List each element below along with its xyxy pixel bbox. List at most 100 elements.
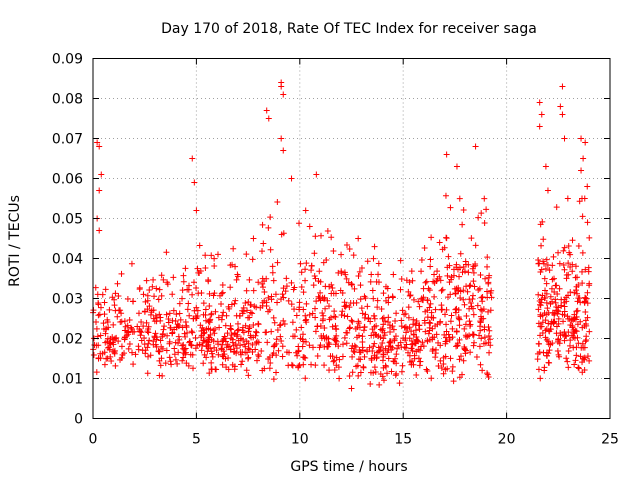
- data-point: [153, 314, 160, 321]
- data-point: [112, 290, 119, 297]
- data-point: [457, 353, 464, 360]
- data-point: [370, 369, 377, 376]
- data-point: [331, 313, 338, 320]
- data-point: [101, 349, 108, 356]
- data-point: [387, 324, 394, 331]
- data-point: [146, 287, 153, 294]
- data-point: [554, 348, 561, 355]
- data-point: [296, 220, 303, 227]
- data-point: [200, 360, 207, 367]
- data-point: [333, 338, 340, 345]
- data-point: [565, 364, 572, 371]
- data-point: [555, 320, 562, 327]
- data-point: [431, 334, 438, 341]
- data-point: [536, 349, 543, 356]
- data-point: [561, 266, 568, 273]
- data-point: [175, 323, 182, 330]
- data-point: [408, 268, 415, 275]
- data-point: [282, 288, 289, 295]
- data-point: [563, 333, 570, 340]
- data-point: [349, 281, 356, 288]
- data-point: [210, 338, 217, 345]
- data-point: [452, 290, 459, 297]
- data-point: [468, 303, 475, 310]
- data-point: [250, 334, 257, 341]
- data-point: [486, 272, 493, 279]
- data-point: [388, 368, 395, 375]
- data-point: [545, 338, 552, 345]
- data-point: [566, 249, 573, 256]
- data-point: [279, 343, 286, 350]
- data-point: [426, 287, 433, 294]
- data-point: [299, 331, 306, 338]
- data-point: [278, 135, 285, 142]
- data-point: [443, 338, 450, 345]
- data-point: [444, 365, 451, 372]
- data-point: [112, 335, 119, 342]
- data-point: [534, 356, 541, 363]
- data-point: [118, 310, 125, 317]
- data-point: [584, 183, 591, 190]
- data-point: [361, 293, 368, 300]
- data-point: [380, 321, 387, 328]
- data-point: [540, 258, 547, 265]
- data-point: [140, 323, 147, 330]
- data-point: [93, 325, 100, 332]
- data-point: [473, 353, 480, 360]
- data-point: [234, 331, 241, 338]
- data-point: [380, 290, 387, 297]
- data-point: [212, 326, 219, 333]
- data-point: [397, 286, 404, 293]
- data-point: [536, 123, 543, 130]
- data-point: [200, 311, 207, 318]
- data-point: [582, 338, 589, 345]
- data-point: [263, 275, 270, 282]
- data-point: [242, 299, 249, 306]
- x-tick-label: 25: [601, 432, 619, 448]
- data-point: [407, 292, 414, 299]
- data-point: [260, 240, 267, 247]
- data-point: [170, 307, 177, 314]
- data-point: [227, 284, 234, 291]
- data-point: [253, 329, 260, 336]
- data-point: [264, 339, 271, 346]
- data-point: [579, 280, 586, 287]
- data-point: [547, 293, 554, 300]
- data-point: [466, 283, 473, 290]
- data-point: [118, 343, 125, 350]
- data-point: [391, 358, 398, 365]
- data-point: [121, 336, 128, 343]
- data-point: [553, 282, 560, 289]
- data-point: [218, 301, 225, 308]
- data-point: [425, 330, 432, 337]
- data-point: [371, 340, 378, 347]
- data-point: [566, 342, 573, 349]
- data-point: [453, 264, 460, 271]
- data-point: [573, 290, 580, 297]
- data-point: [457, 288, 464, 295]
- data-point: [206, 302, 213, 309]
- data-point: [331, 367, 338, 374]
- data-point: [375, 279, 382, 286]
- data-point: [280, 91, 287, 98]
- data-point: [274, 259, 281, 266]
- data-point: [228, 332, 235, 339]
- data-point: [536, 260, 543, 267]
- data-point: [406, 292, 413, 299]
- data-point: [481, 219, 488, 226]
- data-point: [439, 306, 446, 313]
- data-point: [379, 315, 386, 322]
- data-point: [573, 313, 580, 320]
- data-point: [286, 349, 293, 356]
- data-point: [387, 343, 394, 350]
- data-point: [364, 303, 371, 310]
- data-point: [548, 285, 555, 292]
- data-point: [245, 328, 252, 335]
- data-point: [302, 266, 309, 273]
- data-point: [183, 360, 190, 367]
- data-point: [130, 298, 137, 305]
- data-point: [537, 302, 544, 309]
- data-point: [361, 314, 368, 321]
- data-point: [355, 235, 362, 242]
- data-point: [150, 276, 157, 283]
